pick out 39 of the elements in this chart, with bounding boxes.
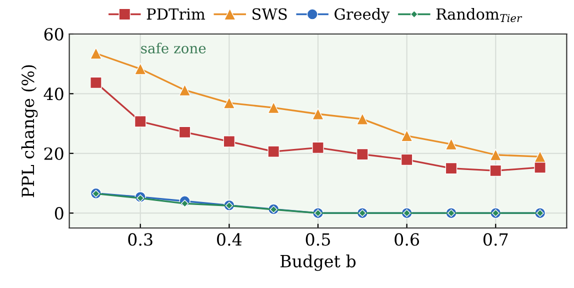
point	[312, 108, 324, 120]
point	[490, 148, 502, 161]
band-label: safe zone	[141, 42, 206, 54]
point	[534, 150, 546, 163]
x-tick-label: 0.5	[306, 233, 330, 246]
y-tick-label: 0	[54, 207, 64, 220]
y-tick-label: 40	[44, 88, 64, 100]
legend-label: PDTrim	[146, 8, 206, 20]
point	[134, 63, 146, 75]
point	[90, 47, 102, 60]
point	[490, 164, 502, 177]
point	[223, 136, 236, 148]
x-tick-label: 0.6	[394, 233, 420, 246]
point	[90, 76, 102, 89]
point	[268, 102, 280, 114]
point	[178, 84, 191, 96]
point	[356, 113, 368, 125]
x-tick-label: 0.3	[128, 233, 152, 246]
y-tick-label: 20	[44, 147, 64, 160]
y-axis-title: PPL change (%)	[21, 65, 38, 198]
point	[312, 142, 324, 154]
point	[223, 97, 236, 109]
legend-label: Random$_{Tier}$	[436, 8, 522, 22]
x-axis-title: Budget b	[280, 254, 356, 271]
point	[134, 116, 146, 128]
point	[445, 162, 458, 174]
x-tick-label: 0.7	[483, 233, 508, 246]
point	[400, 154, 413, 166]
point	[445, 138, 458, 150]
point	[534, 162, 546, 174]
point	[400, 130, 413, 142]
y-tick-label: 60	[44, 28, 64, 41]
point	[178, 126, 191, 138]
legend-label: SWS	[252, 8, 287, 20]
x-tick-label: 0.4	[217, 233, 242, 246]
legend-label: Greedy	[334, 8, 390, 23]
point	[268, 146, 280, 158]
point	[356, 148, 368, 160]
point	[180, 200, 189, 208]
